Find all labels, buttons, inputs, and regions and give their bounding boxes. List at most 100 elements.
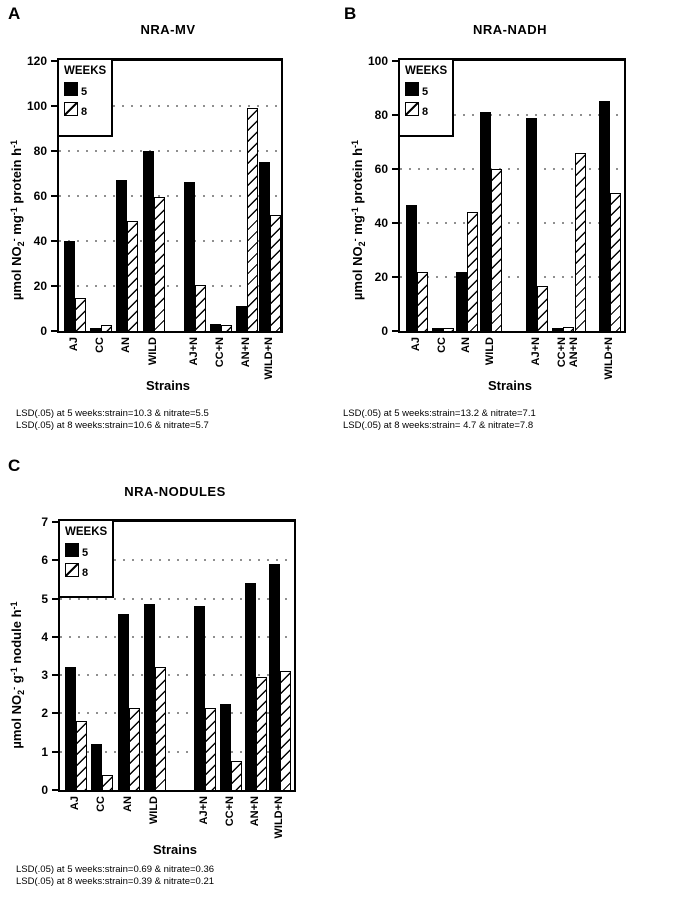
bar-week8-AJ+N	[537, 286, 548, 331]
y-axis-label-a: µmol NO2- mg-1 protein h-1	[9, 80, 27, 360]
bar-week8-WILD+N	[280, 671, 291, 790]
gridline-20	[400, 276, 624, 278]
y-tick-label: 0	[40, 324, 47, 338]
y-tick-label: 100	[26, 99, 47, 113]
bar-week5-AN	[116, 180, 127, 331]
panel-label-a: A	[8, 4, 21, 23]
lsd-line: LSD(.05) at 5 weeks:strain=13.2 & nitrat…	[343, 408, 536, 419]
legend-title: WEEKS	[64, 65, 107, 77]
y-tick	[52, 559, 58, 562]
y-axis-label-part: 2	[16, 689, 26, 695]
lsd-footnote-b: LSD(.05) at 5 weeks:strain=13.2 & nitrat…	[343, 408, 536, 432]
x-axis-title-c: Strains	[152, 842, 198, 857]
y-axis-label-part: -1	[350, 139, 360, 148]
bar-week8-CC+N	[231, 761, 242, 790]
legend-c: WEEKS 5 8	[58, 519, 114, 598]
y-tick	[52, 597, 58, 600]
bar-week5-WILD	[480, 112, 491, 331]
x-axis-title-b: Strains	[487, 378, 533, 393]
bar-week8-WILD+N	[270, 215, 281, 331]
bar-week5-AN+N	[236, 306, 247, 331]
bar-week5-CC+N	[220, 704, 231, 790]
bar-week8-WILD	[491, 169, 502, 331]
y-tick	[52, 674, 58, 677]
y-tick	[52, 521, 58, 523]
week8-hatch-swatch-icon	[405, 102, 419, 116]
y-tick	[52, 635, 58, 638]
bar-week5-AJ+N	[526, 118, 537, 331]
bar-week8-AN	[129, 708, 140, 790]
gridline-80	[59, 150, 281, 152]
bar-week8-CC+N	[221, 325, 232, 331]
gridline-4	[60, 635, 294, 638]
bar-week5-CC	[432, 328, 443, 331]
y-tick	[51, 240, 57, 242]
lsd-line: LSD(.05) at 5 weeks:strain=0.69 & nitrat…	[16, 864, 215, 875]
bar-week5-CC	[91, 744, 102, 790]
bar-week8-WILD	[154, 197, 165, 331]
y-axis-label-part: -	[350, 238, 360, 242]
legend-entry-label: 8	[422, 106, 429, 118]
legend-entry-week8: 8	[405, 102, 452, 118]
lsd-line: LSD(.05) at 8 weeks:strain=10.6 & nitrat…	[16, 420, 209, 431]
legend-b: WEEKS 5 8	[398, 58, 454, 137]
lsd-footnote-a: LSD(.05) at 5 weeks:strain=10.3 & nitrat…	[16, 408, 209, 432]
bar-week5-AJ+N	[184, 182, 195, 331]
bar-week8-CC	[443, 328, 454, 331]
legend-entry-week8: 8	[65, 563, 112, 579]
y-tick-label: 4	[41, 629, 48, 644]
plot-area-b: WEEKS 5 8 0 20 40 60 80 100 AJ CC AN WILD AJ+N CC+N…	[368, 54, 626, 379]
legend-entry-label: 5	[422, 86, 429, 98]
y-tick	[392, 330, 398, 332]
bar-week5-WILD+N	[269, 564, 280, 790]
bar-week8-AN	[127, 221, 138, 331]
bar-week8-WILD	[155, 667, 166, 790]
y-tick	[51, 105, 57, 107]
bar-week8-WILD+N	[610, 193, 621, 331]
bar-week5-AN	[456, 272, 467, 331]
bar-week5-AN+N	[245, 583, 256, 790]
gridline-3	[60, 674, 294, 677]
x-axis-title-a: Strains	[145, 378, 191, 393]
legend-entry-label: 5	[82, 547, 89, 559]
y-tick	[51, 330, 57, 332]
panel-label-c: C	[8, 456, 21, 475]
bar-week8-AN+N	[256, 677, 267, 790]
y-tick-label: 0	[381, 324, 388, 338]
legend-entry-week5: 5	[64, 82, 111, 98]
y-tick-label: 20	[33, 279, 47, 293]
y-tick	[51, 60, 57, 62]
plot-area-a: WEEKS 5 8 0 20 40 60 80 100 120 AJ CC AN WILD AJ+N C…	[27, 54, 283, 379]
bar-week8-AJ	[76, 721, 87, 790]
y-tick	[52, 712, 58, 715]
gridline-2	[60, 712, 294, 715]
y-axis-label-part: -	[9, 686, 19, 690]
y-axis-label-part: -1	[350, 207, 360, 216]
chart-title-b: NRA-NADH	[472, 22, 548, 37]
bar-week8-AN+N	[575, 153, 586, 331]
bar-week5-WILD	[143, 151, 154, 331]
lsd-footnote-c: LSD(.05) at 5 weeks:strain=0.69 & nitrat…	[16, 864, 214, 888]
bar-week8-AN	[467, 212, 478, 331]
bar-week8-CC	[102, 775, 113, 790]
lsd-line: LSD(.05) at 5 weeks:strain=10.3 & nitrat…	[16, 408, 209, 419]
panel-label-b: B	[344, 4, 357, 23]
y-tick	[51, 195, 57, 197]
chart-title-a: NRA-MV	[140, 22, 196, 37]
gridline-80	[400, 114, 624, 116]
bar-week5-AJ	[65, 667, 76, 790]
bar-week8-AJ+N	[205, 708, 216, 790]
y-axis-label-part: 2	[357, 241, 367, 247]
gridline-1	[60, 750, 294, 753]
legend-entry-week8: 8	[64, 102, 111, 118]
legend-entry-label: 5	[81, 86, 88, 98]
lsd-line: LSD(.05) at 8 weeks:strain=0.39 & nitrat…	[16, 876, 215, 887]
gridline-60	[400, 168, 624, 170]
bar-week5-WILD+N	[259, 162, 270, 331]
week5-solid-swatch-icon	[405, 82, 419, 96]
y-tick-label: 1	[41, 744, 48, 759]
bar-week5-CC+N	[552, 328, 563, 331]
bar-week5-WILD	[144, 604, 155, 790]
legend-entry-label: 8	[82, 567, 89, 579]
